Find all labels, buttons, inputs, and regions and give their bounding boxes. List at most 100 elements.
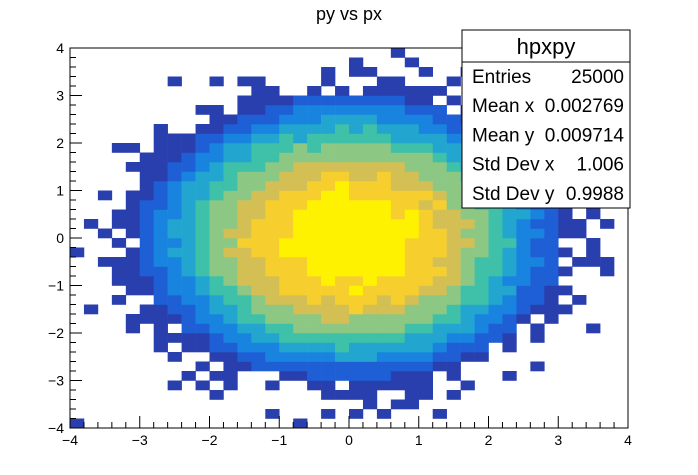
heatmap-cell <box>404 162 420 172</box>
heatmap-cell <box>432 200 447 210</box>
heatmap-cell <box>418 295 433 305</box>
heatmap-cell <box>349 95 364 106</box>
heatmap-cell <box>181 247 196 258</box>
heatmap-cell <box>390 171 406 182</box>
heatmap-cell <box>223 143 238 153</box>
heatmap-cell <box>195 323 210 334</box>
heatmap-cell <box>279 209 294 220</box>
heatmap-cell <box>376 371 392 381</box>
heatmap-cell <box>418 86 433 96</box>
heatmap-cell <box>516 285 531 296</box>
heatmap-cell <box>349 67 364 77</box>
heatmap-cell <box>432 133 447 144</box>
heatmap-cell <box>125 228 141 239</box>
heatmap-cell <box>418 361 433 372</box>
heatmap-cell <box>349 371 364 381</box>
heatmap-cell <box>209 162 224 172</box>
heatmap-cell <box>335 352 350 362</box>
heatmap-cell <box>209 342 224 353</box>
heatmap-cell <box>321 95 336 106</box>
heatmap-cell <box>237 285 252 296</box>
heatmap-cell <box>446 181 461 191</box>
heatmap-cell <box>307 162 322 172</box>
heatmap-cell <box>125 257 141 267</box>
heatmap-cell <box>404 219 420 229</box>
heatmap-cell <box>153 181 168 191</box>
heatmap-cell <box>600 266 615 277</box>
heatmap-cell <box>321 276 336 286</box>
heatmap-cell <box>139 200 154 210</box>
heatmap-cell <box>349 314 364 324</box>
stats-row-value: 0.9988 <box>566 184 624 205</box>
heatmap-cell <box>321 314 336 324</box>
x-tick-label: −1 <box>271 432 287 448</box>
heatmap-cell <box>153 190 168 201</box>
heatmap-cell <box>362 352 378 362</box>
heatmap-cell <box>460 266 475 277</box>
heatmap-cell <box>265 352 280 362</box>
heatmap-cell <box>279 333 294 343</box>
heatmap-cell <box>460 323 475 334</box>
heatmap-cell <box>265 209 280 220</box>
heatmap-cell <box>209 105 224 115</box>
heatmap-cell <box>223 314 238 324</box>
heatmap-cell <box>446 124 461 134</box>
heatmap-cell <box>153 238 168 248</box>
heatmap-cell <box>97 190 113 201</box>
heatmap-cell <box>460 333 475 343</box>
heatmap-cell <box>335 361 350 372</box>
heatmap-cell <box>307 143 322 153</box>
heatmap-cell <box>293 304 308 315</box>
heatmap-cell <box>321 228 336 239</box>
heatmap-cell <box>349 361 364 372</box>
heatmap-cell <box>181 314 196 324</box>
heatmap-cell <box>474 314 489 324</box>
heatmap-cell <box>307 124 322 134</box>
heatmap-cell <box>251 285 266 296</box>
heatmap-cell <box>237 124 252 134</box>
heatmap-cell <box>209 181 224 191</box>
heatmap-cell <box>460 219 475 229</box>
heatmap-cell <box>362 257 378 267</box>
heatmap-cell <box>279 247 294 258</box>
heatmap-cell <box>70 247 85 258</box>
heatmap-cell <box>418 276 433 286</box>
heatmap-cell <box>530 333 545 343</box>
heatmap-cell <box>376 171 392 182</box>
heatmap-cell <box>446 114 461 125</box>
heatmap-cell <box>279 361 294 372</box>
heatmap-cell <box>376 143 392 153</box>
heatmap-cell <box>349 114 364 125</box>
heatmap-cell <box>362 152 378 163</box>
heatmap-cell <box>404 276 420 286</box>
heatmap-cell <box>390 200 406 210</box>
heatmap-cell <box>195 285 210 296</box>
heatmap-cell <box>390 76 406 87</box>
heatmap-cell <box>362 190 378 201</box>
heatmap-cell <box>125 266 141 277</box>
heatmap-cell <box>446 133 461 144</box>
heatmap-cell <box>237 333 252 343</box>
heatmap-cell <box>432 361 447 372</box>
heatmap-cell <box>153 295 168 305</box>
heatmap-cell <box>237 266 252 277</box>
heatmap-cell <box>265 162 280 172</box>
heatmap-cell <box>460 238 475 248</box>
heatmap-cell <box>544 295 559 305</box>
heatmap-cell <box>293 133 308 144</box>
heatmap-cell <box>474 247 489 258</box>
heatmap-cell <box>223 247 238 258</box>
heatmap-cell <box>321 219 336 229</box>
heatmap-cell <box>111 257 127 267</box>
heatmap-cell <box>251 105 266 115</box>
heatmap-cell <box>321 209 336 220</box>
heatmap-cell <box>460 295 475 305</box>
heatmap-cell <box>279 190 294 201</box>
heatmap-cell <box>209 152 224 163</box>
heatmap-cell <box>293 171 308 182</box>
heatmap-cell <box>181 266 196 277</box>
heatmap-cell <box>404 209 420 220</box>
heatmap-cell <box>167 304 182 315</box>
heatmap-cell <box>321 304 336 315</box>
heatmap-cell <box>376 105 392 115</box>
